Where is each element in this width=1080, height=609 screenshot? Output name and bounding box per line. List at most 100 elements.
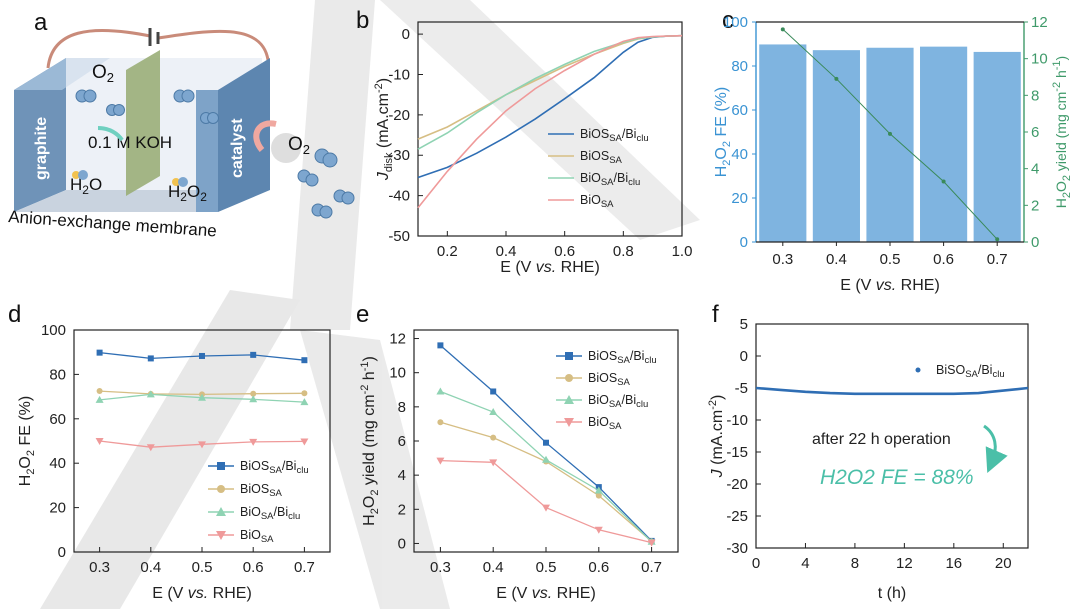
y-tick-label: 20 xyxy=(49,500,66,517)
catalyst-electrode-front xyxy=(218,58,270,212)
marker-triangle xyxy=(489,407,498,415)
y-tick-label: 80 xyxy=(49,366,66,383)
y-tick-label: 4 xyxy=(398,467,406,484)
y-tick-label: 0 xyxy=(58,544,66,561)
x-tick-label: 0.2 xyxy=(437,243,458,260)
series-line xyxy=(440,459,652,544)
legend-item: BiOSSA xyxy=(548,149,623,166)
y-tick-label: 0 xyxy=(398,535,406,552)
x-tick-label: 1.0 xyxy=(672,243,693,260)
panel-letter-f: f xyxy=(712,301,719,328)
graphite-electrode-front xyxy=(14,58,66,212)
graphite-label: graphite xyxy=(33,117,50,180)
legend-label-part: SA xyxy=(269,488,282,499)
legend-label-part: BiSO xyxy=(936,363,965,377)
marker-triangle-down xyxy=(146,444,155,452)
legend-label-part: SA xyxy=(601,199,614,210)
electrolyte-label: 0.1 M KOH xyxy=(88,133,172,152)
y2-tick-label: 10 xyxy=(1031,51,1048,68)
label-part: h xyxy=(1053,70,1069,82)
label-part: -2 xyxy=(373,83,385,93)
legend-label-part: SA xyxy=(609,399,622,410)
legend-label-part: BiO xyxy=(240,528,261,542)
y-tick-label: 2 xyxy=(398,501,406,518)
o2-capture-icon xyxy=(271,133,301,163)
marker-circle xyxy=(490,434,497,441)
legend-label-part: BiO xyxy=(580,171,601,185)
x-tick-label: 0.4 xyxy=(826,251,847,268)
marker-triangle-down xyxy=(542,504,550,512)
marker-square xyxy=(301,357,308,364)
legend-label-part: SA xyxy=(965,369,978,380)
marker-triangle-down xyxy=(647,539,656,547)
label-part: J xyxy=(375,171,392,181)
legend-item: BiOSA xyxy=(556,415,622,432)
label-part: RHE) xyxy=(208,585,252,602)
legend-label: BiOSA xyxy=(588,415,622,432)
legend-label-part: BiO xyxy=(588,415,609,429)
plot-frame xyxy=(417,21,683,237)
y-tick-label: 10 xyxy=(389,365,406,382)
bar xyxy=(920,46,968,242)
legend-label-part: /Bi xyxy=(978,363,993,377)
marker-triangle-down xyxy=(198,441,206,449)
y-tick-label: 100 xyxy=(41,322,66,339)
y2-tick-label: 12 xyxy=(1031,14,1048,31)
y-tick-label: -30 xyxy=(388,147,410,164)
marker-triangle xyxy=(564,395,574,404)
panel-letter-c: c xyxy=(722,7,734,34)
legend-label-part: /Bi xyxy=(614,171,629,185)
series-line xyxy=(440,390,653,543)
legend-item: BiOSSA/Biclu xyxy=(548,127,649,144)
x-tick-label: 0.3 xyxy=(430,559,451,576)
marker-triangle-down xyxy=(249,438,258,446)
marker-triangle-down xyxy=(564,418,574,427)
label-part: O xyxy=(713,147,730,159)
legend-label-part: clu xyxy=(644,355,656,366)
legend-label: BiSOSA/Biclu xyxy=(936,363,1005,380)
x-tick-label: 0.4 xyxy=(496,243,517,260)
x-tick-label: 0.7 xyxy=(641,559,662,576)
panel-d-chart: d 0.3 0.4 0.5 0.6 0.7 0 20 40 60 80 100 E (V vs. RHE… xyxy=(8,301,331,602)
legend-label-part: /Bi xyxy=(622,393,637,407)
label-part: (mA.cm xyxy=(375,93,392,153)
legend-label-part: SA xyxy=(617,355,630,366)
x-tick-label: 0.7 xyxy=(987,251,1008,268)
label-part: vs. xyxy=(532,585,552,602)
y-tick-label: 0 xyxy=(740,234,748,251)
label-part: 2 xyxy=(721,141,733,147)
legend-item: BiOSA/Biclu xyxy=(208,505,300,522)
label-part: yield (mg cm xyxy=(361,394,378,489)
x-tick-label: 0.6 xyxy=(243,559,264,576)
legend-label-part: /Bi xyxy=(630,349,645,363)
legend-label-part: BiOS xyxy=(240,459,269,473)
x-tick-label: 0.3 xyxy=(772,251,793,268)
y-axis-label: Jdisk (mA.cm-2) xyxy=(373,78,395,181)
y-tick-label: -5 xyxy=(735,380,748,397)
x-axis-label: E (V vs. RHE) xyxy=(496,585,596,602)
marker-circle xyxy=(301,390,308,397)
label-part: -2 xyxy=(359,385,371,395)
legend-label: BiOSSA/Biclu xyxy=(580,127,649,144)
y-tick-label: -10 xyxy=(726,412,748,429)
panel-letter-a: a xyxy=(34,9,48,36)
legend-label-part: BiOS xyxy=(240,482,269,496)
annotation-arrow xyxy=(983,424,1008,474)
marker-square xyxy=(199,352,205,359)
panel-f-chart: f 0 4 8 12 16 20 5 0 -5 -10 -15 -20 -25 -30 t (h) J (mA.… xyxy=(707,301,1029,602)
label-part: yield (mg cm xyxy=(1053,92,1069,175)
x-tick-label: 0.5 xyxy=(192,559,213,576)
label-part: ) xyxy=(375,78,392,83)
annotation-text: after 22 h operation xyxy=(812,431,951,448)
label-part: -1 xyxy=(1051,60,1063,70)
label-part: E (V xyxy=(152,585,188,602)
marker-square xyxy=(565,352,573,360)
label-part: 2 xyxy=(25,469,37,475)
o2-molecules xyxy=(75,89,355,219)
marker-circle xyxy=(565,374,573,382)
x-tick-label: 0.6 xyxy=(588,559,609,576)
legend-label-part: SA xyxy=(601,177,614,188)
y-axis-label: H2O2 yield (mg cm-2 h-1) xyxy=(359,356,381,526)
label-part: H xyxy=(713,166,730,178)
